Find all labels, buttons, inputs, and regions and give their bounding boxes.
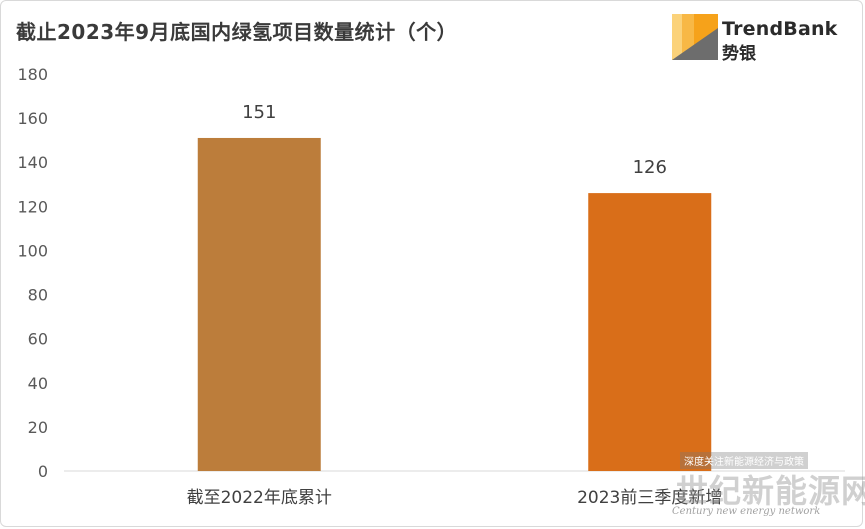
y-tick-label: 40 bbox=[28, 374, 48, 393]
data-label: 126 bbox=[633, 157, 667, 178]
x-axis-category-labels: 截至2022年底累计 2023前三季度新增 bbox=[187, 488, 723, 508]
y-tick-label: 180 bbox=[17, 65, 48, 84]
data-label: 151 bbox=[242, 102, 276, 123]
x-category-label: 2023前三季度新增 bbox=[577, 488, 722, 508]
logo-text-cn: 势银 bbox=[722, 44, 756, 64]
y-tick-label: 160 bbox=[17, 109, 48, 128]
chart-title: 截止2023年9月底国内绿氢项目数量统计（个） bbox=[16, 20, 458, 44]
y-tick-label: 0 bbox=[38, 462, 48, 481]
y-tick-label: 140 bbox=[17, 153, 48, 172]
trendbank-logo: TrendBank 势银 bbox=[672, 14, 852, 64]
y-tick-label: 100 bbox=[17, 241, 48, 260]
logo-text-en: TrendBank bbox=[722, 18, 838, 40]
y-tick-label: 20 bbox=[28, 418, 48, 437]
y-axis-ticks: 0 20 40 60 80 100 120 140 160 180 bbox=[17, 65, 48, 481]
bar bbox=[197, 137, 321, 471]
trendbank-logo-icon bbox=[672, 14, 718, 60]
y-tick-label: 80 bbox=[28, 286, 48, 305]
y-tick-label: 120 bbox=[17, 197, 48, 216]
y-tick-label: 60 bbox=[28, 330, 48, 349]
bar bbox=[588, 193, 712, 471]
data-labels: 151 126 bbox=[242, 102, 667, 178]
x-category-label: 截至2022年底累计 bbox=[187, 488, 332, 508]
bars bbox=[197, 137, 712, 471]
